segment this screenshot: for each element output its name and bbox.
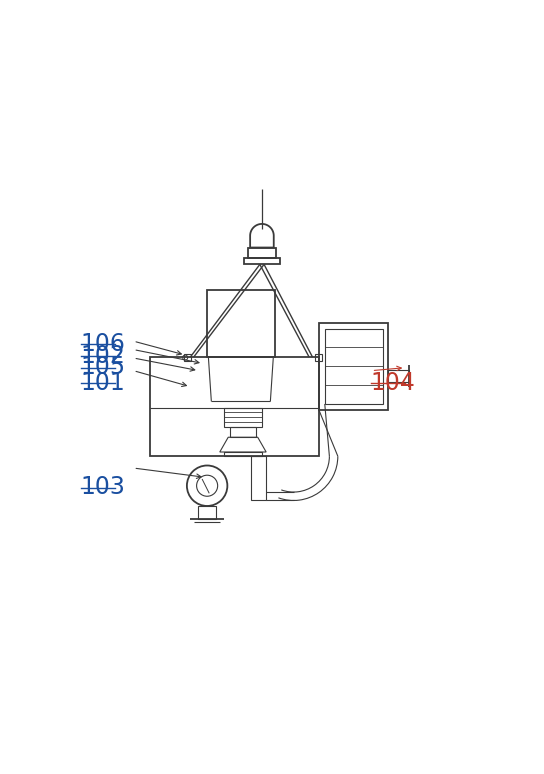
Text: 105: 105: [81, 355, 126, 379]
Text: 101: 101: [81, 371, 126, 395]
Bar: [198, 506, 217, 519]
Bar: [314, 354, 322, 361]
Bar: [244, 258, 280, 265]
Bar: [325, 329, 382, 404]
Bar: [150, 357, 319, 456]
Bar: [248, 248, 276, 258]
Bar: [388, 370, 410, 382]
Bar: [183, 354, 191, 361]
Text: 106: 106: [81, 332, 126, 356]
Text: 103: 103: [81, 475, 126, 499]
Bar: [225, 452, 262, 456]
Bar: [319, 324, 388, 410]
Text: 104: 104: [370, 371, 416, 395]
Bar: [224, 408, 262, 426]
Text: 102: 102: [81, 344, 126, 368]
Bar: [251, 456, 266, 501]
Bar: [230, 426, 256, 437]
Bar: [207, 289, 275, 357]
